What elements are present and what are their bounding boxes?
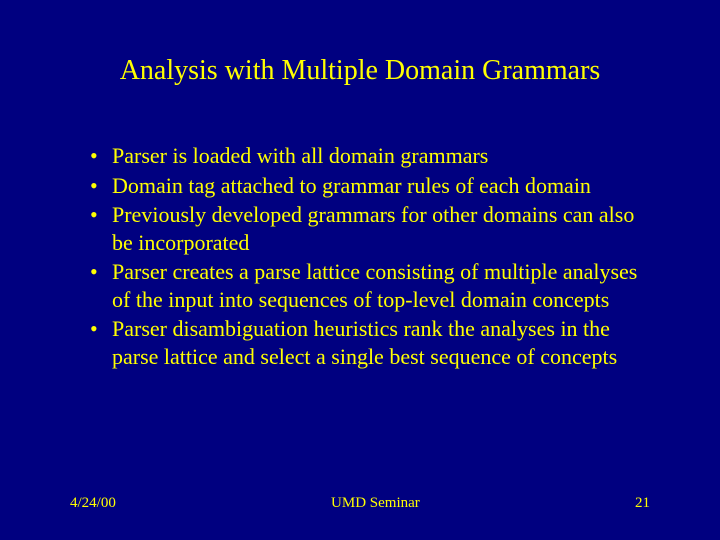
footer: 4/24/00 UMD Seminar 21 bbox=[0, 495, 720, 512]
bullet-item: Domain tag attached to grammar rules of … bbox=[90, 172, 650, 200]
bullet-item: Parser creates a parse lattice consistin… bbox=[90, 258, 650, 313]
bullet-list: Parser is loaded with all domain grammar… bbox=[70, 142, 650, 370]
bullet-item: Previously developed grammars for other … bbox=[90, 201, 650, 256]
footer-date: 4/24/00 bbox=[70, 495, 116, 512]
slide: Analysis with Multiple Domain Grammars P… bbox=[0, 0, 720, 540]
footer-venue: UMD Seminar bbox=[116, 495, 635, 512]
bullet-item: Parser is loaded with all domain grammar… bbox=[90, 142, 650, 170]
footer-page-number: 21 bbox=[635, 495, 650, 512]
slide-title: Analysis with Multiple Domain Grammars bbox=[70, 55, 650, 87]
bullet-item: Parser disambiguation heuristics rank th… bbox=[90, 315, 650, 370]
